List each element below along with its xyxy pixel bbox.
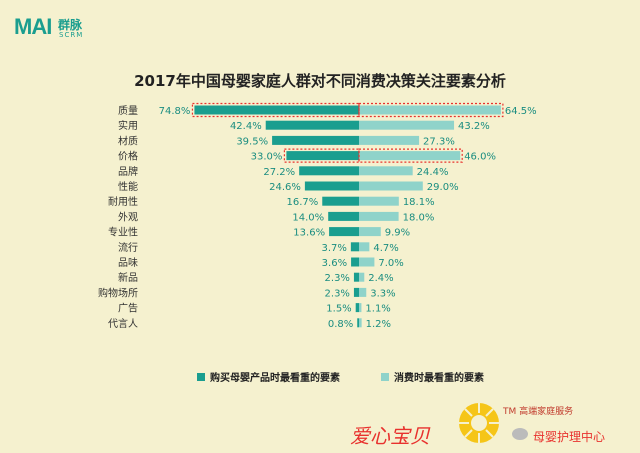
bar-right (359, 181, 423, 191)
bar-left (351, 257, 359, 267)
bar-right (359, 135, 420, 145)
category-label: 新品 (118, 271, 138, 284)
category-label: 价格 (118, 150, 138, 163)
value-label-left: 74.8% (159, 106, 191, 117)
value-label-right: 9.9% (385, 228, 410, 239)
bar-left (328, 211, 359, 221)
bar-right (359, 211, 399, 221)
tm-text: TM 高端家庭服务 (503, 407, 574, 417)
value-label-right: 1.1% (365, 304, 390, 315)
bar-right (359, 287, 367, 297)
bar-right (359, 318, 362, 328)
category-label: 耐用性 (108, 195, 138, 208)
value-label-left: 24.6% (269, 182, 301, 193)
bar-right (359, 166, 413, 176)
value-label-left: 14.0% (292, 212, 324, 223)
bar-left (304, 181, 359, 191)
chart-title: 2017年中国母婴家庭人群对不同消费决策关注要素分析 (134, 72, 506, 90)
category-label: 性能 (118, 180, 138, 193)
bar-right (359, 257, 375, 267)
bar-right (359, 227, 381, 237)
legend-swatch (381, 373, 389, 381)
category-label: 品牌 (118, 165, 138, 178)
bar-right (359, 120, 455, 130)
category-label: 流行 (118, 241, 138, 254)
wechat-icon (512, 428, 528, 440)
value-label-left: 2.3% (325, 288, 350, 299)
brand-logo: MAI 群脉 SCRM (14, 14, 82, 40)
logo-sub: SCRM (59, 31, 84, 39)
legend-swatch (197, 373, 205, 381)
bar-left (355, 303, 359, 313)
highlight-box-right (358, 102, 504, 118)
value-label-right: 7.0% (378, 258, 403, 269)
value-label-right: 27.3% (423, 136, 455, 147)
value-label-left: 33.0% (251, 152, 283, 163)
legend-label: 购买母婴产品时最看重的要素 (210, 371, 340, 384)
value-label-left: 0.8% (328, 319, 353, 330)
legend-label: 消费时最看重的要素 (394, 371, 484, 384)
value-label-right: 18.1% (403, 197, 435, 208)
bar-left (353, 287, 359, 297)
highlight-box-right (358, 148, 463, 163)
bar-left (329, 227, 359, 237)
value-label-left: 3.7% (321, 243, 346, 254)
category-label: 材质 (118, 134, 138, 147)
value-label-right: 2.4% (368, 273, 393, 284)
value-label-left: 42.4% (230, 121, 262, 132)
category-label: 外观 (118, 211, 138, 223)
value-label-left: 13.6% (293, 228, 325, 239)
highlight-box-left (191, 102, 360, 118)
value-label-right: 64.5% (505, 106, 537, 117)
category-label: 代言人 (108, 317, 138, 330)
bar-right (359, 105, 501, 115)
bar-left (357, 318, 359, 328)
category-label: 品味 (118, 257, 138, 269)
logo-mark: MAI (14, 14, 52, 39)
bar-right (359, 272, 365, 282)
footer-brand-left: 爱心宝贝 (350, 424, 430, 448)
value-label-right: 46.0% (464, 152, 496, 163)
category-label: 实用 (118, 119, 138, 132)
bar-left (299, 166, 359, 176)
value-label-left: 27.2% (263, 167, 295, 178)
value-label-right: 18.0% (403, 212, 435, 223)
bar-right (359, 242, 370, 252)
category-label: 广告 (118, 302, 138, 315)
value-label-left: 3.6% (322, 258, 347, 269)
bar-left (350, 242, 359, 252)
bar-left (265, 120, 359, 130)
bar-left (353, 272, 359, 282)
bar-left (286, 151, 359, 161)
bar-left (272, 135, 359, 145)
value-label-right: 3.3% (370, 288, 395, 299)
category-label: 购物场所 (98, 286, 138, 299)
bar-left (194, 105, 359, 115)
value-label-right: 43.2% (458, 121, 490, 132)
category-label: 质量 (118, 105, 138, 117)
footer-brand-right: 母婴护理中心 (533, 430, 606, 444)
value-label-right: 4.7% (373, 243, 398, 254)
value-label-left: 39.5% (236, 136, 268, 147)
bar-right (359, 196, 399, 206)
value-label-left: 2.3% (325, 273, 350, 284)
value-label-right: 29.0% (427, 182, 459, 193)
value-label-right: 24.4% (417, 167, 449, 178)
bar-left (322, 196, 359, 206)
value-label-left: 16.7% (286, 197, 318, 208)
sun-logo-icon (459, 403, 499, 443)
bar-right (359, 151, 461, 161)
logo-name: 群脉 (58, 18, 83, 32)
bar-right (359, 303, 362, 313)
value-label-right: 1.2% (366, 319, 391, 330)
category-label: 专业性 (108, 226, 138, 239)
value-label-left: 1.5% (326, 304, 351, 315)
